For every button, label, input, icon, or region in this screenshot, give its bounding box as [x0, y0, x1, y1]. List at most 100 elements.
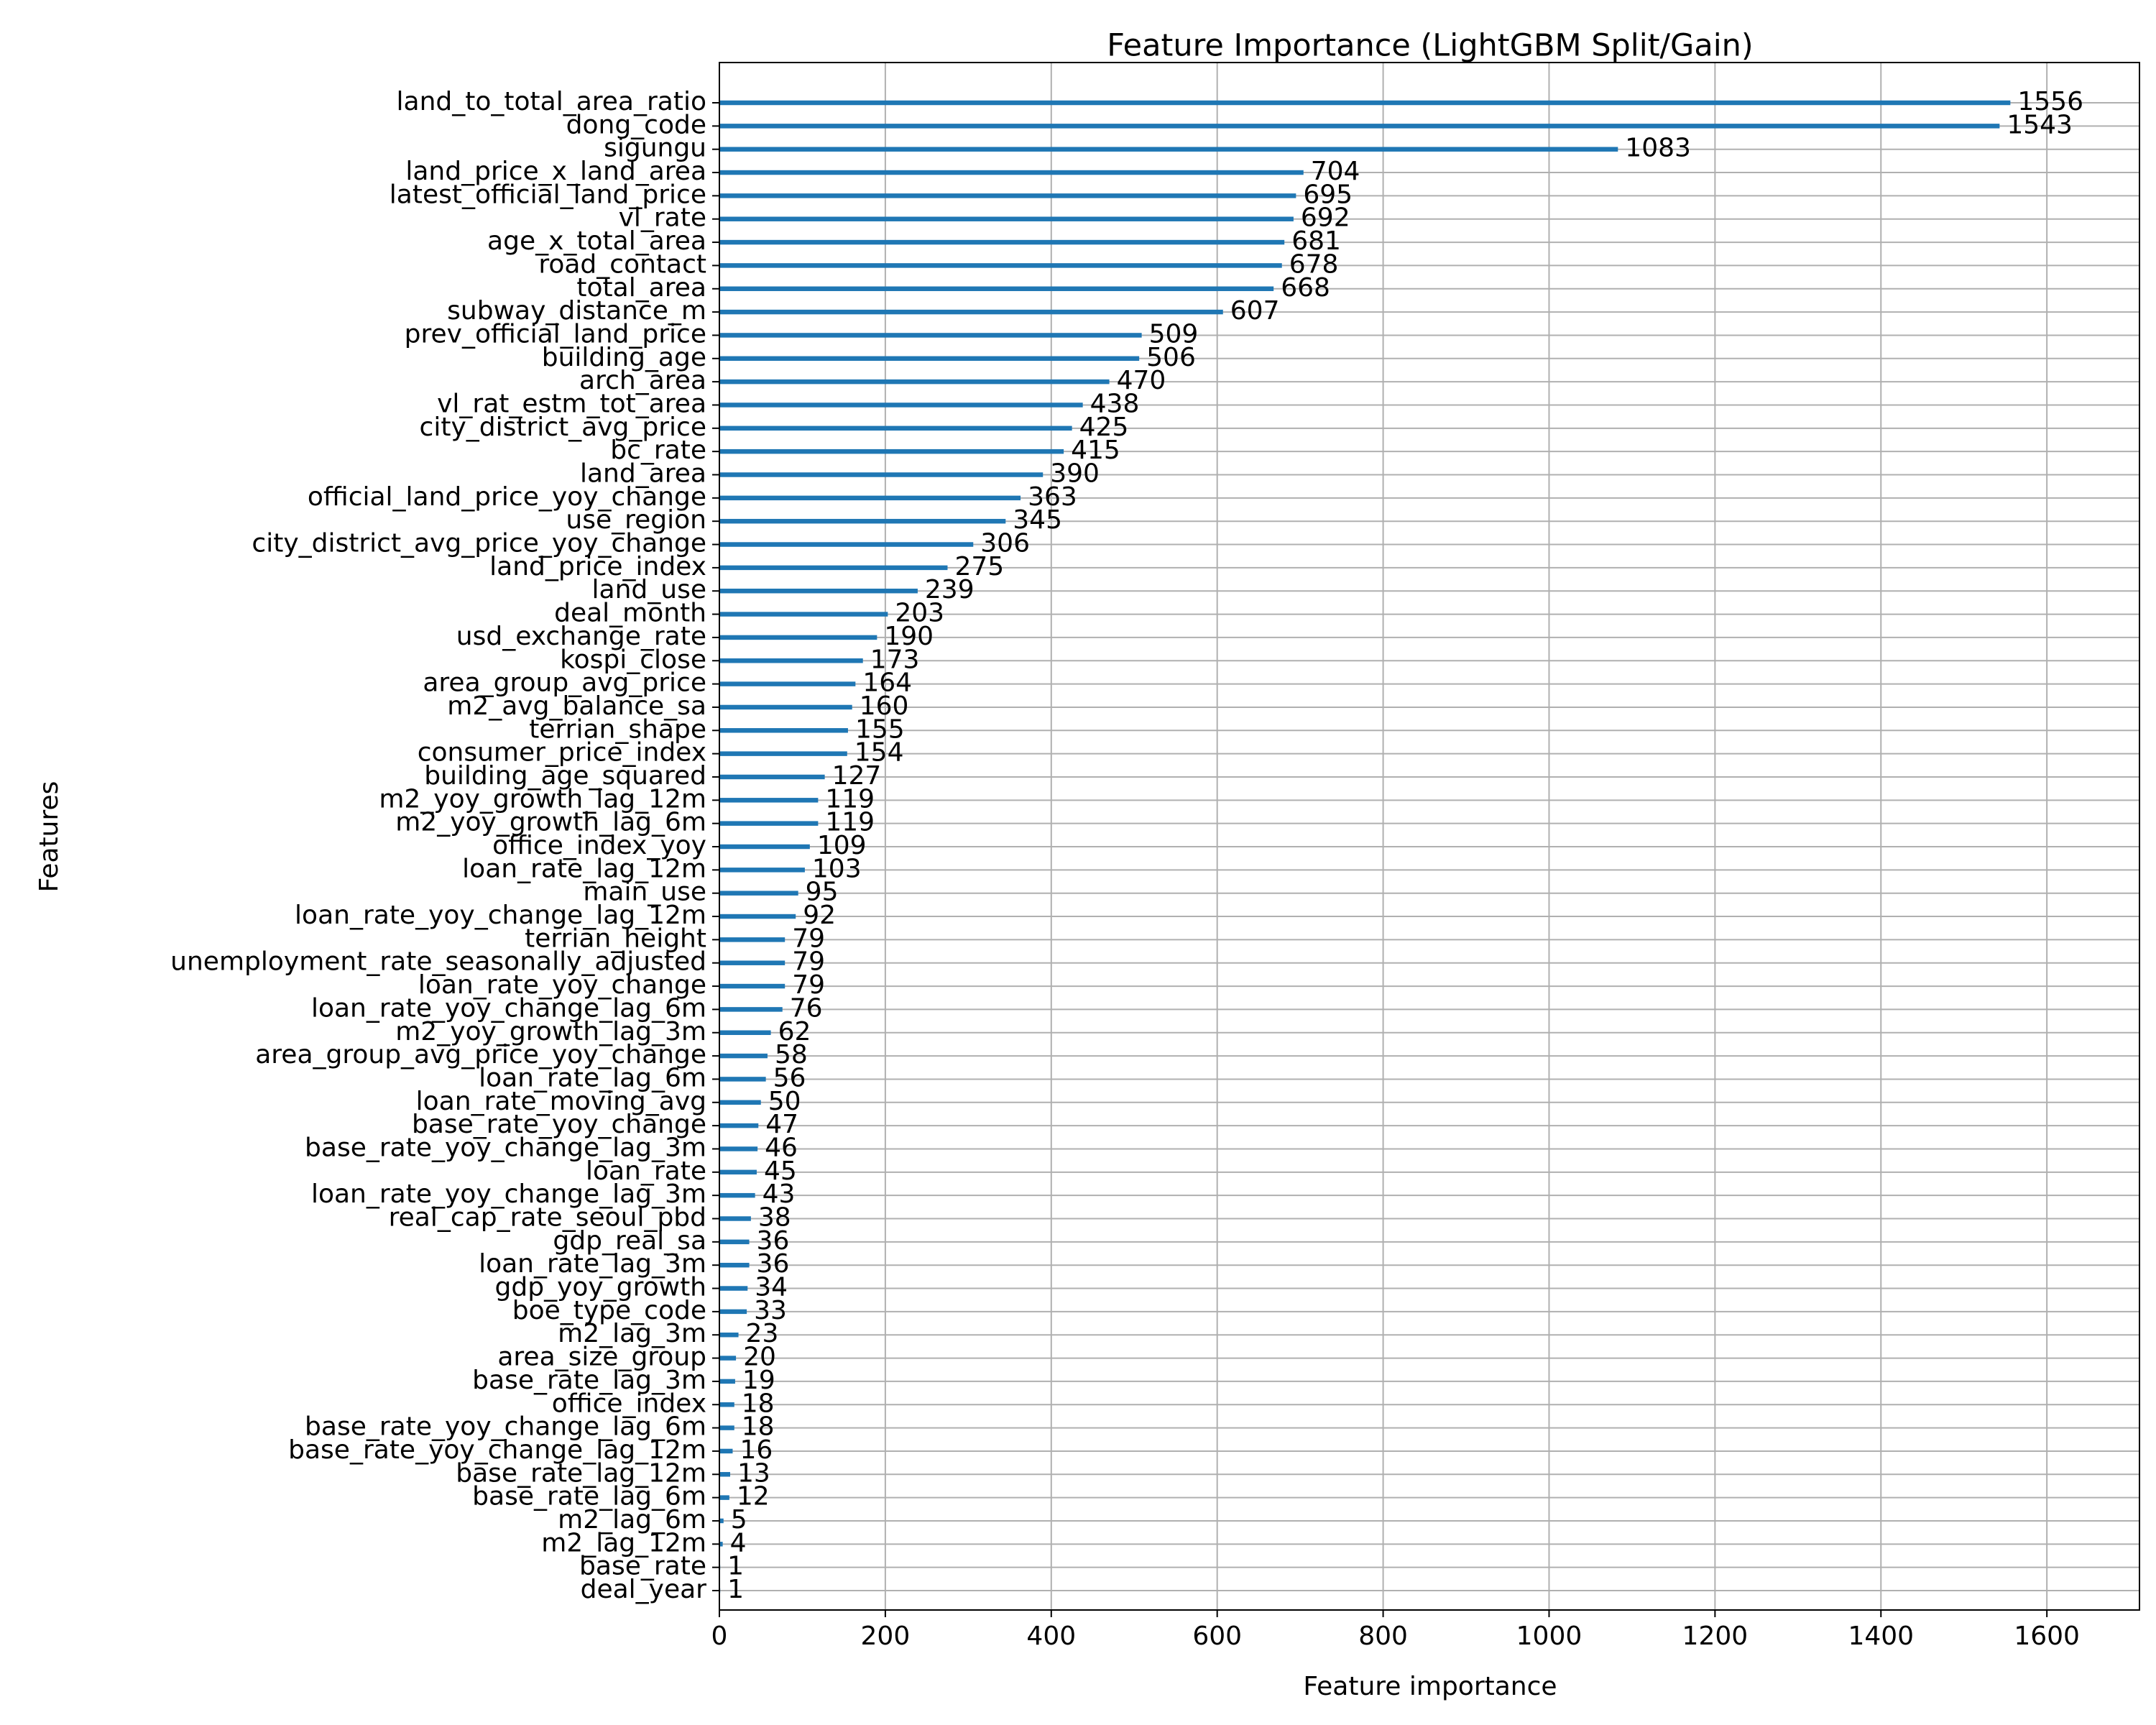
value-label: 4 [730, 1528, 747, 1558]
y-tick-label: city_district_avg_price [420, 413, 706, 442]
y-tick-label: base_rate_yoy_change_lag_6m [305, 1412, 706, 1442]
bar [719, 1495, 729, 1500]
bar [719, 309, 1223, 315]
y-tick-label: m2_avg_balance_sa [447, 691, 706, 721]
y-tick-label: m2_lag_12m [541, 1528, 706, 1558]
value-label: 607 [1230, 296, 1280, 326]
value-label: 363 [1028, 482, 1077, 512]
value-label: 119 [825, 784, 875, 814]
y-tick-label: land_to_total_area_ratio [397, 87, 706, 116]
bar [719, 193, 1296, 198]
bar [719, 821, 819, 826]
bar [719, 704, 852, 710]
value-label: 1 [727, 1552, 744, 1581]
value-label: 1 [727, 1575, 744, 1604]
y-tick-label: base_rate_yoy_change [412, 1110, 706, 1139]
value-label: 345 [1013, 505, 1062, 535]
value-label: 390 [1050, 459, 1100, 489]
value-label: 20 [743, 1343, 776, 1372]
x-axis-label: Feature importance [1303, 1672, 1557, 1701]
bar [719, 868, 805, 873]
bar [719, 1053, 768, 1059]
y-tick-label: land_area [580, 459, 706, 489]
value-label: 56 [773, 1063, 806, 1092]
bar [719, 1379, 735, 1384]
value-label: 92 [803, 901, 836, 930]
bar [719, 751, 847, 756]
plot-area: 0 200 400 600 800 1000 1200 1400 1600 land_to_tot… [170, 62, 2140, 1651]
y-tick-label: loan_rate_yoy_change_lag_12m [295, 901, 706, 930]
value-label: 160 [860, 691, 909, 721]
bar [719, 333, 1142, 338]
value-label: 18 [742, 1412, 775, 1442]
bar [719, 681, 856, 686]
bar [719, 379, 1110, 385]
bar [719, 1262, 750, 1268]
value-label: 678 [1289, 249, 1339, 279]
chart-title: Feature Importance (LightGBM Split/Gain) [1107, 28, 1753, 64]
value-label: 155 [855, 714, 905, 744]
y-tick-label: office_index_yoy [492, 831, 706, 860]
y-tick-label: base_rate_yoy_change_lag_12m [288, 1435, 706, 1465]
value-label: 18 [742, 1389, 775, 1418]
y-tick-label: usd_exchange_rate [456, 622, 706, 651]
y-tick-label: loan_rate_yoy_change_lag_3m [311, 1179, 706, 1209]
y-tick-label: real_cap_rate_seoul_pbd [389, 1203, 706, 1233]
bar [719, 1309, 747, 1315]
bar [719, 565, 948, 571]
y-tick-label: m2_lag_3m [558, 1319, 706, 1348]
value-label: 34 [755, 1273, 788, 1302]
y-tick-label: office_index [552, 1389, 706, 1418]
y-tick-label: age_x_total_area [487, 226, 706, 256]
bar [719, 960, 786, 965]
y-tick-label: road_contact [538, 249, 706, 279]
value-label: 12 [737, 1482, 770, 1512]
y-tick-label: area_group_avg_price_yoy_change [255, 1040, 706, 1070]
value-label: 16 [740, 1435, 773, 1465]
y-tick-label: building_age_squared [424, 761, 706, 791]
y-tick-label: loan_rate_lag_6m [479, 1063, 706, 1092]
y-tick-label: m2_yoy_growth_lag_6m [395, 808, 706, 837]
value-label: 95 [806, 878, 839, 907]
value-label: 470 [1117, 366, 1166, 395]
y-tick-label: m2_yoy_growth_lag_12m [379, 784, 706, 814]
value-label: 45 [764, 1156, 797, 1186]
y-tick-label: loan_rate_lag_12m [462, 854, 706, 883]
value-label: 23 [746, 1319, 779, 1348]
bar [719, 891, 798, 896]
y-tick-label: deal_month [554, 599, 706, 628]
value-label: 438 [1090, 389, 1140, 418]
bar [719, 472, 1044, 477]
bar [719, 1146, 758, 1151]
y-tick-label: loan_rate_yoy_change [418, 970, 706, 1000]
bar [719, 635, 877, 640]
value-label: 76 [790, 993, 823, 1023]
bar [719, 1007, 783, 1012]
x-tick-label: 1200 [1682, 1622, 1749, 1651]
value-label: 306 [980, 529, 1030, 558]
y-tick-label: terrian_height [525, 924, 706, 953]
bar [719, 124, 2000, 129]
bar [719, 263, 1282, 268]
x-tick-label: 0 [711, 1622, 728, 1651]
y-tick-label: unemployment_rate_seasonally_adjusted [170, 947, 706, 977]
value-label: 681 [1291, 226, 1341, 256]
y-tick-label: boe_type_code [512, 1296, 706, 1325]
y-tick-label: land_price_index [489, 552, 706, 581]
y-tick-label: building_age [542, 343, 706, 372]
value-label: 33 [754, 1296, 787, 1325]
value-label: 415 [1071, 436, 1120, 465]
axes-frame [719, 62, 2140, 1611]
value-label: 695 [1303, 180, 1353, 209]
x-tick-label: 1000 [1516, 1622, 1583, 1651]
bar [719, 1472, 731, 1477]
bar [719, 1356, 737, 1361]
bar [719, 448, 1064, 454]
value-label: 203 [895, 599, 944, 628]
value-label: 50 [768, 1087, 801, 1116]
y-tick-label: base_rate_lag_3m [472, 1366, 706, 1395]
bar [719, 426, 1072, 431]
bar [719, 402, 1083, 408]
value-label: 239 [925, 575, 975, 604]
